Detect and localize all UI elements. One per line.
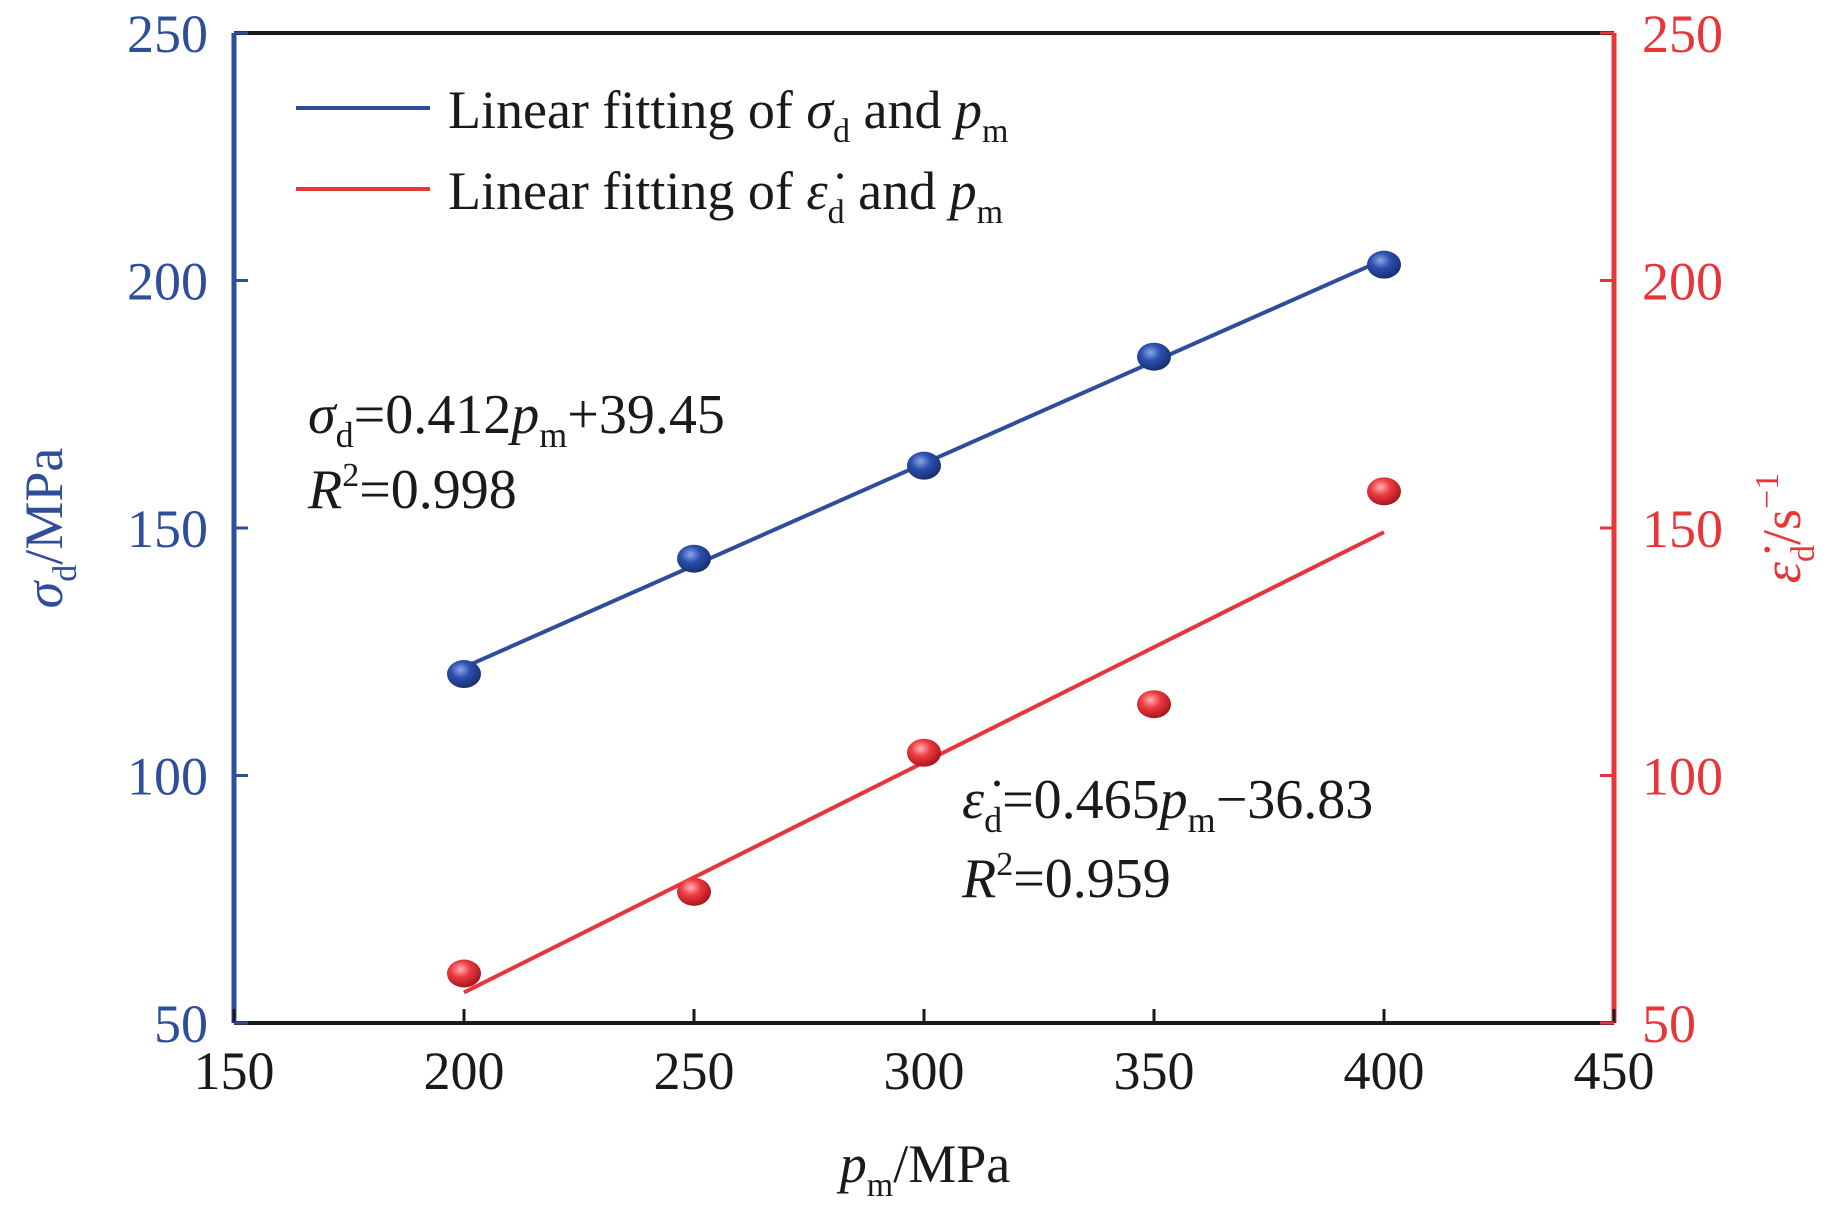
left-y-tick-label-0: 50 (154, 994, 208, 1054)
legend-entry-2: Linear fitting of ε̇d and pm (448, 161, 1003, 231)
right-y-axis-label: ε̇d/s−1 (1749, 473, 1822, 584)
annotation-r2-blue: R2=0.998 (307, 457, 517, 521)
x-axis-label: pm/MPa (836, 1134, 1011, 1204)
left-y-tick-label-1: 100 (127, 747, 208, 807)
right-y-tick-label-4: 250 (1642, 4, 1723, 64)
annotation-equation-blue: σd=0.412pm+39.45 (308, 384, 725, 455)
data-point-red-4 (1367, 477, 1401, 506)
x-tick-label-4: 350 (1114, 1041, 1195, 1101)
right-y-tick-label-1: 100 (1642, 747, 1723, 807)
data-point-red-1 (677, 877, 711, 906)
data-point-red-3 (1137, 690, 1171, 719)
right-y-tick-label-2: 150 (1642, 499, 1723, 559)
x-tick-label-2: 250 (654, 1041, 735, 1101)
left-y-tick-label-4: 250 (127, 4, 208, 64)
right-y-tick-label-3: 200 (1642, 252, 1723, 312)
data-point-red-0 (447, 959, 481, 988)
data-point-blue-2 (907, 451, 941, 480)
left-y-tick-label-2: 150 (127, 499, 208, 559)
x-tick-label-0: 150 (194, 1041, 275, 1101)
data-point-blue-0 (447, 660, 481, 689)
legend-entry-1: Linear fitting of σd and pm (448, 80, 1008, 150)
x-tick-label-1: 200 (424, 1041, 505, 1101)
x-tick-label-5: 400 (1344, 1041, 1425, 1101)
data-point-blue-4 (1367, 250, 1401, 279)
data-point-blue-3 (1137, 342, 1171, 371)
x-tick-label-3: 300 (884, 1041, 965, 1101)
annotation-equation-red: ε̇d=0.465pm−36.83 (962, 769, 1373, 840)
data-point-blue-1 (677, 544, 711, 573)
x-tick-label-6: 450 (1574, 1041, 1655, 1101)
annotation-r2-red: R2=0.959 (961, 846, 1171, 910)
data-point-red-2 (907, 738, 941, 767)
legend: Linear fitting of σd and pm Linear fitti… (296, 80, 1008, 231)
left-y-axis-label: σd/MPa (14, 448, 84, 609)
right-y-tick-label-0: 50 (1642, 994, 1696, 1054)
left-y-tick-label-3: 200 (127, 252, 208, 312)
